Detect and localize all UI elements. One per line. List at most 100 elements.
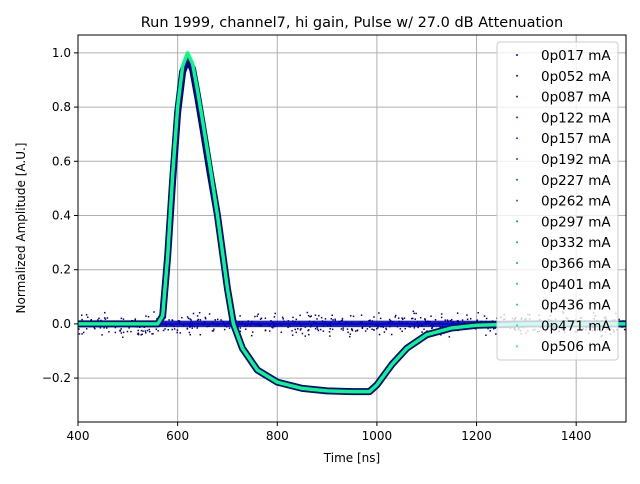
data-point	[354, 330, 357, 332]
data-point	[144, 332, 147, 334]
data-point	[495, 333, 497, 335]
data-point	[181, 316, 183, 319]
legend-label: 0p192 mA	[541, 152, 611, 168]
data-point	[85, 314, 88, 316]
data-point	[304, 335, 307, 337]
data-point	[171, 328, 173, 331]
legend-marker	[516, 178, 518, 181]
data-point	[90, 318, 93, 321]
data-point	[93, 326, 96, 329]
data-point	[168, 319, 170, 321]
data-point	[413, 327, 416, 329]
data-point	[476, 319, 478, 321]
data-point	[296, 327, 299, 330]
data-point	[204, 317, 207, 320]
data-point	[196, 319, 199, 322]
data-point	[469, 317, 472, 320]
data-point	[114, 331, 117, 334]
data-point	[487, 327, 489, 330]
data-point	[250, 334, 253, 337]
data-point	[388, 318, 391, 321]
legend-label: 0p262 mA	[541, 194, 611, 210]
data-point	[162, 329, 165, 332]
data-point	[431, 327, 433, 330]
data-point	[401, 317, 403, 319]
data-point	[401, 330, 403, 333]
data-point	[401, 318, 404, 321]
legend-marker	[516, 220, 518, 223]
data-point	[189, 333, 191, 336]
data-point	[423, 328, 425, 330]
data-point	[376, 327, 378, 330]
data-point	[307, 314, 310, 317]
data-point	[314, 327, 317, 330]
chart-title: Run 1999, channel7, hi gain, Pulse w/ 27…	[141, 15, 564, 31]
legend-marker	[516, 95, 518, 98]
data-point	[466, 318, 469, 321]
data-point	[351, 329, 354, 332]
data-point	[82, 331, 85, 334]
data-point	[239, 315, 241, 317]
data-point	[134, 318, 137, 320]
data-point	[153, 311, 155, 313]
data-point	[204, 316, 207, 319]
legend-label: 0p052 mA	[541, 69, 611, 85]
data-point	[114, 326, 117, 329]
data-point	[424, 319, 427, 321]
data-point	[477, 312, 479, 314]
data-point	[151, 333, 153, 335]
data-point	[379, 317, 382, 320]
data-point	[104, 318, 107, 320]
data-point	[332, 319, 334, 321]
data-point	[80, 314, 83, 316]
data-point	[144, 330, 147, 332]
y-tick-label: 0.8	[52, 100, 71, 114]
data-point	[414, 318, 416, 320]
data-point	[188, 331, 191, 334]
data-point	[378, 333, 381, 336]
legend-label: 0p401 mA	[541, 277, 611, 293]
data-point	[189, 318, 191, 320]
data-point	[108, 331, 110, 333]
data-point	[137, 333, 140, 336]
data-point	[316, 328, 319, 330]
data-point	[421, 331, 423, 333]
data-point	[397, 317, 400, 319]
data-point	[411, 317, 414, 320]
data-point	[208, 313, 211, 315]
data-point	[294, 328, 297, 331]
data-point	[349, 315, 352, 317]
data-point	[94, 327, 96, 330]
data-point	[137, 329, 139, 332]
data-point	[106, 327, 108, 329]
x-tick-label: 1000	[362, 429, 393, 443]
data-point	[466, 314, 468, 316]
data-point	[417, 326, 419, 329]
data-point	[331, 314, 333, 317]
data-point	[310, 315, 312, 317]
data-point	[199, 333, 202, 336]
data-point	[120, 328, 122, 330]
data-point	[378, 312, 380, 314]
data-point	[399, 328, 402, 330]
x-tick-label: 400	[67, 429, 90, 443]
data-point	[300, 328, 302, 330]
x-tick-label: 800	[266, 429, 289, 443]
data-point	[309, 315, 311, 318]
data-point	[306, 311, 309, 314]
data-point	[103, 327, 105, 329]
data-point	[450, 318, 453, 321]
data-point	[148, 330, 151, 333]
data-point	[213, 328, 215, 330]
data-point	[141, 333, 143, 336]
data-point	[196, 327, 198, 329]
data-point	[98, 317, 100, 320]
data-point	[120, 317, 123, 320]
data-point	[197, 318, 200, 321]
data-point	[489, 330, 491, 332]
legend-marker	[516, 199, 518, 202]
data-point	[282, 318, 284, 320]
data-point	[81, 318, 83, 321]
data-point	[342, 327, 344, 329]
data-point	[320, 316, 323, 319]
